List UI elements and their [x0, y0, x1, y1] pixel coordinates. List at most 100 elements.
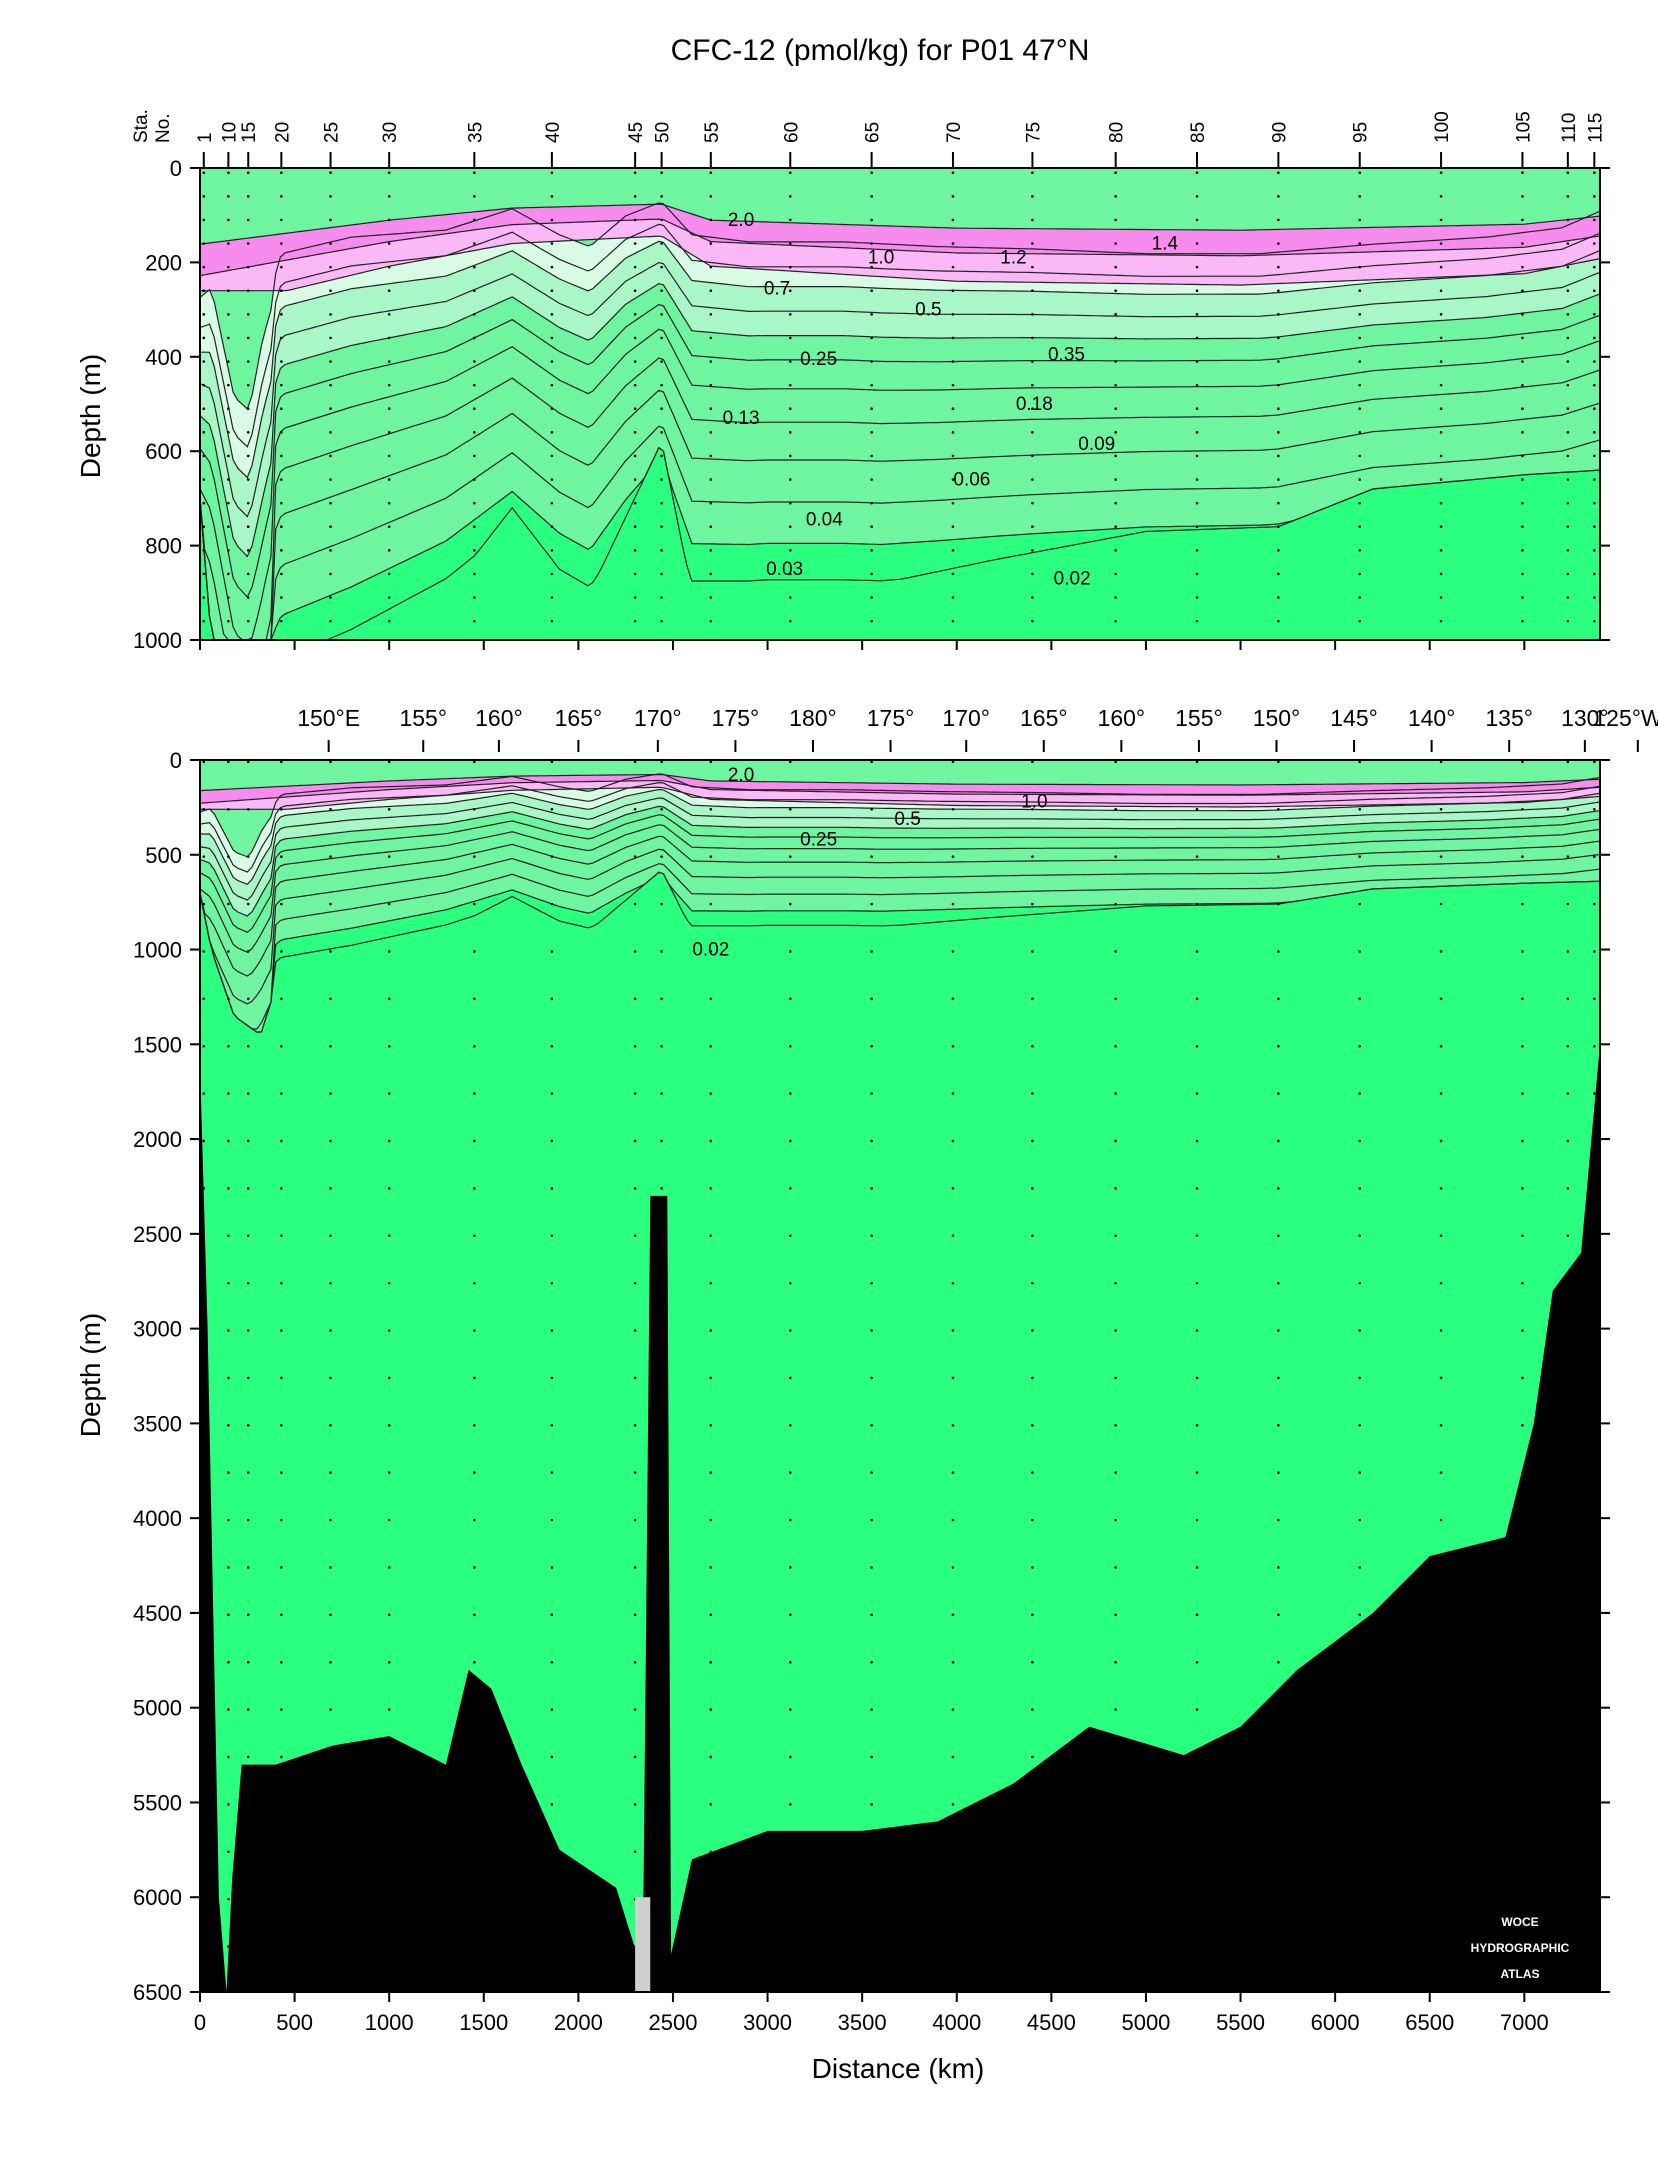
sample-dot	[951, 1660, 955, 1664]
sample-dot	[1277, 195, 1280, 198]
sample-dot	[709, 313, 713, 316]
sample-dot	[246, 218, 250, 222]
sample-dot	[329, 218, 332, 222]
sample-dot	[550, 478, 554, 481]
sample-dot	[1566, 360, 1570, 363]
y-tick-label: 1500	[133, 1032, 182, 1057]
sample-dot	[709, 195, 713, 198]
sample-dot	[1277, 218, 1280, 222]
sample-dot	[329, 855, 332, 858]
watermark-line-1: WOCE	[1501, 1915, 1538, 1929]
sample-dot	[1521, 360, 1524, 363]
sample-dot	[202, 619, 206, 623]
sample-dot	[246, 336, 250, 340]
sample-dot	[1031, 525, 1034, 529]
sample-dot	[329, 501, 332, 505]
sample-dot	[951, 1139, 955, 1143]
sample-dot	[1593, 619, 1596, 623]
station-label: 110	[1559, 113, 1580, 143]
sample-dot	[1114, 760, 1117, 764]
longitude-label: 140°	[1408, 705, 1456, 731]
sample-dot	[1358, 501, 1362, 505]
sample-dot	[951, 501, 955, 505]
sample-dot	[227, 1613, 230, 1617]
longitude-label: 150°	[1253, 705, 1301, 731]
longitude-label: 175°	[867, 705, 915, 731]
sample-dot	[329, 549, 332, 552]
sample-dot	[633, 1660, 637, 1664]
sample-dot	[1566, 218, 1570, 222]
longitude-label: 165°	[555, 705, 603, 731]
sample-dot	[1358, 218, 1362, 222]
y-tick-label: 0	[170, 748, 182, 773]
sample-dot	[387, 1613, 391, 1617]
sample-dot	[1277, 1613, 1280, 1617]
sample-dot	[1195, 549, 1199, 552]
sample-dot	[1195, 454, 1199, 458]
sample-dot	[387, 171, 391, 175]
sample-dot	[870, 336, 873, 340]
sample-dot	[1358, 760, 1362, 764]
sample-dot	[550, 549, 554, 552]
sample-dot	[550, 596, 554, 599]
sample-dot	[633, 1139, 637, 1143]
sample-dot	[1358, 1092, 1362, 1095]
sample-dot	[387, 313, 391, 316]
sample-dot	[227, 1044, 230, 1048]
sample-dot	[633, 572, 637, 576]
sample-dot	[246, 195, 250, 198]
sample-dot	[951, 1329, 955, 1332]
sample-dot	[1593, 171, 1596, 175]
station-label: 45	[626, 122, 647, 143]
sample-dot	[473, 1139, 476, 1143]
sample-dot	[473, 218, 476, 222]
sample-dot	[788, 1423, 792, 1427]
sample-dot	[1593, 431, 1596, 434]
sample-dot	[1521, 313, 1524, 316]
sample-dot	[550, 572, 554, 576]
sample-dot	[387, 596, 391, 599]
sample-dot	[1358, 619, 1362, 623]
y-tick-label: 400	[145, 345, 182, 370]
sample-dot	[246, 855, 250, 858]
sample-dot	[1358, 1613, 1362, 1617]
sample-dot	[660, 807, 663, 811]
sample-dot	[870, 1803, 873, 1806]
sample-dot	[1358, 195, 1362, 198]
isoline-0.09	[199, 357, 1601, 641]
y-tick-label: 2000	[133, 1127, 182, 1152]
sample-dot	[1195, 1092, 1199, 1095]
woce-atlas-watermark: WOCE HYDROGRAPHIC ATLAS	[1471, 1915, 1570, 1981]
sample-dot	[550, 407, 554, 411]
y-tick-label: 2500	[133, 1222, 182, 1247]
sample-dot	[473, 478, 476, 481]
sample-dot	[1521, 902, 1524, 906]
sample-dot	[1358, 1566, 1362, 1569]
sample-dot	[951, 360, 955, 363]
sample-dot	[951, 265, 955, 269]
sample-dot	[1521, 1376, 1524, 1380]
station-label: 115	[1585, 113, 1606, 143]
sample-dot	[202, 549, 206, 552]
sample-dot	[280, 218, 283, 222]
sample-dot	[329, 171, 332, 175]
sample-dot	[473, 1613, 476, 1617]
sample-dot	[1031, 572, 1034, 576]
sample-dot	[1439, 218, 1443, 222]
contour-label: 2.0	[728, 210, 754, 231]
sample-dot	[550, 619, 554, 623]
sample-dot	[1593, 950, 1596, 953]
sample-dot	[1114, 407, 1117, 411]
sample-dot	[550, 265, 554, 269]
sample-dot	[1566, 501, 1570, 505]
sample-dot	[1114, 855, 1117, 858]
sample-dot	[280, 1092, 283, 1095]
sample-dot	[1593, 1092, 1596, 1095]
sample-dot	[387, 360, 391, 363]
sample-dot	[1521, 242, 1524, 245]
sample-dot	[202, 383, 206, 387]
sample-dot	[227, 1660, 230, 1664]
sample-dot	[1031, 1234, 1034, 1238]
contour-label: 1.0	[1021, 792, 1047, 813]
sample-dot	[202, 1044, 206, 1048]
